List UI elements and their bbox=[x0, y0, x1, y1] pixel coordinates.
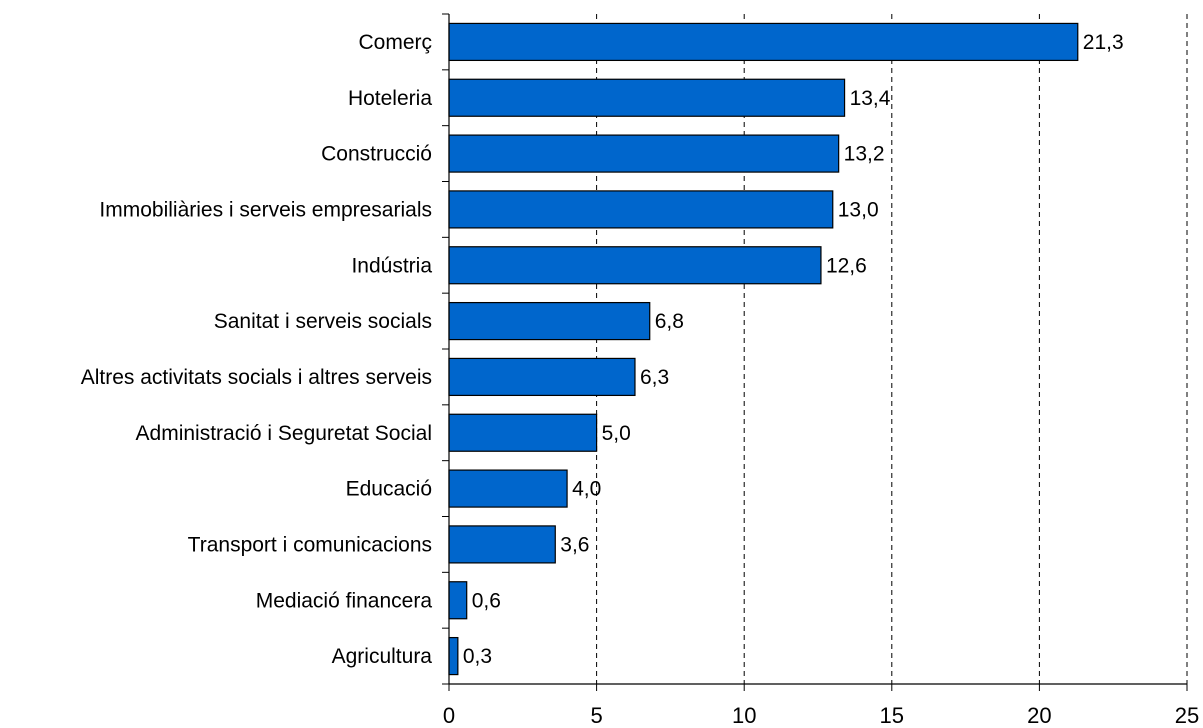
category-label: Hoteleria bbox=[348, 87, 432, 110]
bars bbox=[448, 22, 1079, 676]
value-label: 13,4 bbox=[850, 87, 891, 110]
bar-4 bbox=[448, 246, 822, 285]
category-label: Administració i Seguretat Social bbox=[136, 422, 432, 445]
category-label: Transport i comunicacions bbox=[188, 533, 432, 556]
x-tick-label: 20 bbox=[1027, 703, 1051, 728]
bar-9 bbox=[448, 525, 556, 564]
axes bbox=[442, 13, 1188, 691]
value-label: 21,3 bbox=[1083, 31, 1124, 54]
bar-1 bbox=[448, 78, 846, 117]
value-label: 3,6 bbox=[560, 533, 589, 556]
value-label: 6,3 bbox=[640, 366, 669, 389]
category-label: Indústria bbox=[351, 254, 432, 277]
value-labels: 21,3 13,4 13,2 13,0 12,6 6,8 6,3 5,0 4,0 3,6 0,6 0,… bbox=[463, 31, 1124, 668]
category-label: Immobiliàries i serveis empresarials bbox=[99, 198, 432, 221]
value-label: 13,2 bbox=[844, 143, 885, 166]
bar-0 bbox=[448, 22, 1079, 62]
bar-11 bbox=[448, 636, 459, 676]
value-label: 6,8 bbox=[655, 310, 684, 333]
x-tick-label: 25 bbox=[1175, 703, 1199, 728]
x-tick-label: 10 bbox=[732, 703, 756, 728]
x-tick-label: 0 bbox=[443, 703, 455, 728]
category-label: Sanitat i serveis socials bbox=[214, 310, 432, 333]
category-label: Mediació financera bbox=[256, 589, 433, 612]
bar-3 bbox=[448, 190, 834, 229]
bar-2 bbox=[448, 134, 840, 173]
x-tick-labels: 0 5 10 15 20 25 bbox=[443, 703, 1199, 728]
grid-lines bbox=[596, 14, 1188, 684]
value-label: 0,3 bbox=[463, 645, 492, 668]
category-label: Construcció bbox=[321, 143, 432, 166]
bar-8 bbox=[448, 469, 568, 508]
category-label: Comerç bbox=[358, 31, 432, 54]
bar-10 bbox=[448, 581, 468, 620]
bar-5 bbox=[448, 301, 651, 341]
value-label: 12,6 bbox=[826, 254, 867, 277]
category-label: Educació bbox=[346, 478, 432, 501]
value-label: 4,0 bbox=[572, 478, 601, 501]
value-label: 0,6 bbox=[472, 589, 501, 612]
category-labels: Comerç Hoteleria Construcció Immobiliàries … bbox=[81, 31, 433, 668]
category-label: Agricultura bbox=[332, 645, 433, 668]
x-tick-label: 15 bbox=[880, 703, 904, 728]
value-label: 5,0 bbox=[602, 422, 631, 445]
category-label: Altres activitats socials i altres serve… bbox=[81, 366, 432, 389]
x-tick-label: 5 bbox=[590, 703, 602, 728]
bar-6 bbox=[448, 357, 636, 397]
bar-7 bbox=[448, 413, 598, 452]
value-label: 13,0 bbox=[838, 198, 879, 221]
